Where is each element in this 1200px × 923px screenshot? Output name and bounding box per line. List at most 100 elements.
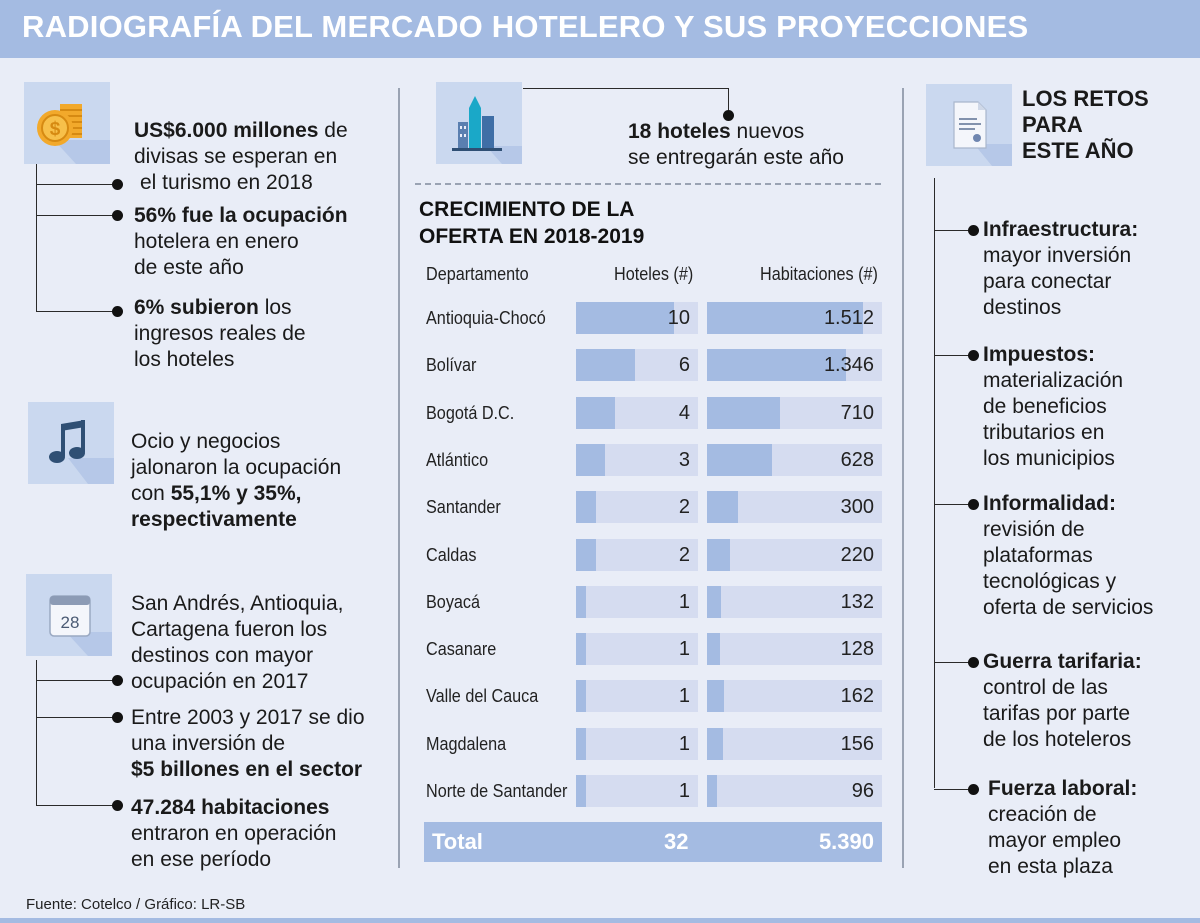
total-row: Total 32 5.390 [424,822,882,862]
hotels-bar-value: 1 [678,733,690,755]
column-header-habitaciones: Habitaciones (#) [760,264,878,284]
ocupacion-line-1: 56% fue la ocupación [134,204,348,227]
rooms-bar-track: 220 [707,539,882,571]
calendar-icon: 28 [26,574,112,656]
retos-branch [934,789,972,790]
total-hotels: 32 [664,829,689,854]
reto-line: de beneficios [983,395,1107,418]
reto-heading: Infraestructura: [983,218,1139,241]
rooms-bar-track: 96 [707,775,882,807]
row-label-department: Caldas [426,545,477,565]
hotels-bar [576,586,586,618]
reto-line: mayor empleo [988,829,1122,852]
bullet-dot [968,784,979,795]
column-separator-right [902,88,904,868]
divisas-line-1: US$6.000 millones de [134,119,348,142]
ocio-line-2: jalonaron la ocupación [131,456,342,479]
row-label-department: Magdalena [426,734,507,754]
note-connector-vertical [728,88,729,114]
hotels-bar-track: 1 [576,775,698,807]
hotels-bar [576,397,616,429]
bullet-dot [723,110,734,121]
rooms-bar [707,728,724,760]
destinos-line-4: ocupación en 2017 [131,670,309,693]
hotels-bar-track: 1 [576,680,698,712]
row-label-department: Boyacá [426,592,481,612]
habitaciones-line-1: 47.284 habitaciones [131,796,330,819]
ingresos-line-2: ingresos reales de [134,322,306,345]
column-header-departamento: Departamento [426,264,529,284]
column-separator-left [398,88,400,868]
tree-line-3 [36,660,37,806]
reto-heading: Impuestos: [983,343,1096,366]
hotels-bar-value: 2 [678,496,690,518]
hotels-bar-track: 6 [576,349,698,381]
rooms-bar-track: 628 [707,444,882,476]
ingresos-line-3: los hoteles [134,348,235,371]
reto-line: tecnológicas y [983,570,1117,593]
row-label-department: Santander [426,497,501,517]
retos-title-3: ESTE AÑO [1022,138,1134,163]
hotels-bar-value: 1 [678,591,690,613]
rooms-bar [707,444,772,476]
rooms-bar-value: 156 [840,733,874,755]
hotels-bar-track: 1 [576,633,698,665]
bullet-dot [112,179,123,190]
rooms-bar [707,491,738,523]
header-banner: RADIOGRAFÍA DEL MERCADO HOTELERO Y SUS P… [0,0,1200,58]
reto-line: de los hoteleros [983,728,1132,751]
rooms-bar [707,586,721,618]
tree-branch-1b [36,215,116,216]
page-title: RADIOGRAFÍA DEL MERCADO HOTELERO Y SUS P… [22,9,1029,44]
rooms-bar-value: 96 [851,780,874,802]
source-note: Fuente: Cotelco / Gráfico: LR-SB [26,896,246,913]
rooms-bar [707,397,781,429]
hotels-bar-track: 1 [576,728,698,760]
ocio-line-3: con 55,1% y 35%, [131,482,302,505]
hotels-bar-value: 1 [678,638,690,660]
rooms-bar [707,349,846,381]
hotels-bar-value: 4 [678,402,690,424]
hotels-bar-track: 4 [576,397,698,429]
rooms-bar [707,633,721,665]
ocupacion-line-3: de este año [134,256,244,279]
row-label-department: Bogotá D.C. [426,403,515,423]
divisas-line-2: divisas se esperan en [134,145,338,168]
footer-bar [0,918,1200,923]
reto-line: plataformas [983,544,1093,567]
rooms-bar-track: 710 [707,397,882,429]
retos-branch [934,662,972,663]
row-label-department: Casanare [426,639,497,659]
total-rooms: 5.390 [818,829,874,854]
rooms-bar-value: 1.512 [823,307,874,329]
reto-line: mayor inversión [983,244,1132,267]
bullet-dot [112,800,123,811]
rooms-bar-value: 1.346 [823,354,874,376]
rooms-bar [707,775,717,807]
retos-title-1: LOS RETOS [1022,86,1149,111]
reto-heading: Guerra tarifaria: [983,650,1142,673]
rooms-bar-value: 162 [840,685,874,707]
reto-heading: Fuerza laboral: [988,777,1138,800]
rooms-bar-track: 128 [707,633,882,665]
bullet-dot [112,675,123,686]
hoteles-nuevos-line-1: 18 hoteles nuevos [628,120,805,143]
hotels-bar-value: 1 [678,780,690,802]
bullet-dot [968,499,979,510]
reto-line: para conectar [983,270,1112,293]
retos-tree-line [934,178,935,788]
reto-line: tributarios en [983,421,1105,444]
hotels-bar [576,491,596,523]
buildings-icon [436,82,522,164]
tree-branch-3b [36,717,116,718]
rooms-bar-value: 300 [840,496,874,518]
note-connector [523,88,728,89]
tree-branch-1a [36,184,116,185]
divisas-line-3: el turismo en 2018 [140,171,313,194]
ocupacion-line-2: hotelera en enero [134,230,299,253]
hotels-bar [576,728,586,760]
hotels-bar-track: 2 [576,491,698,523]
reto-line: control de las [983,676,1108,699]
reto-line: tarifas por parte [983,702,1131,725]
document-icon [926,84,1012,166]
